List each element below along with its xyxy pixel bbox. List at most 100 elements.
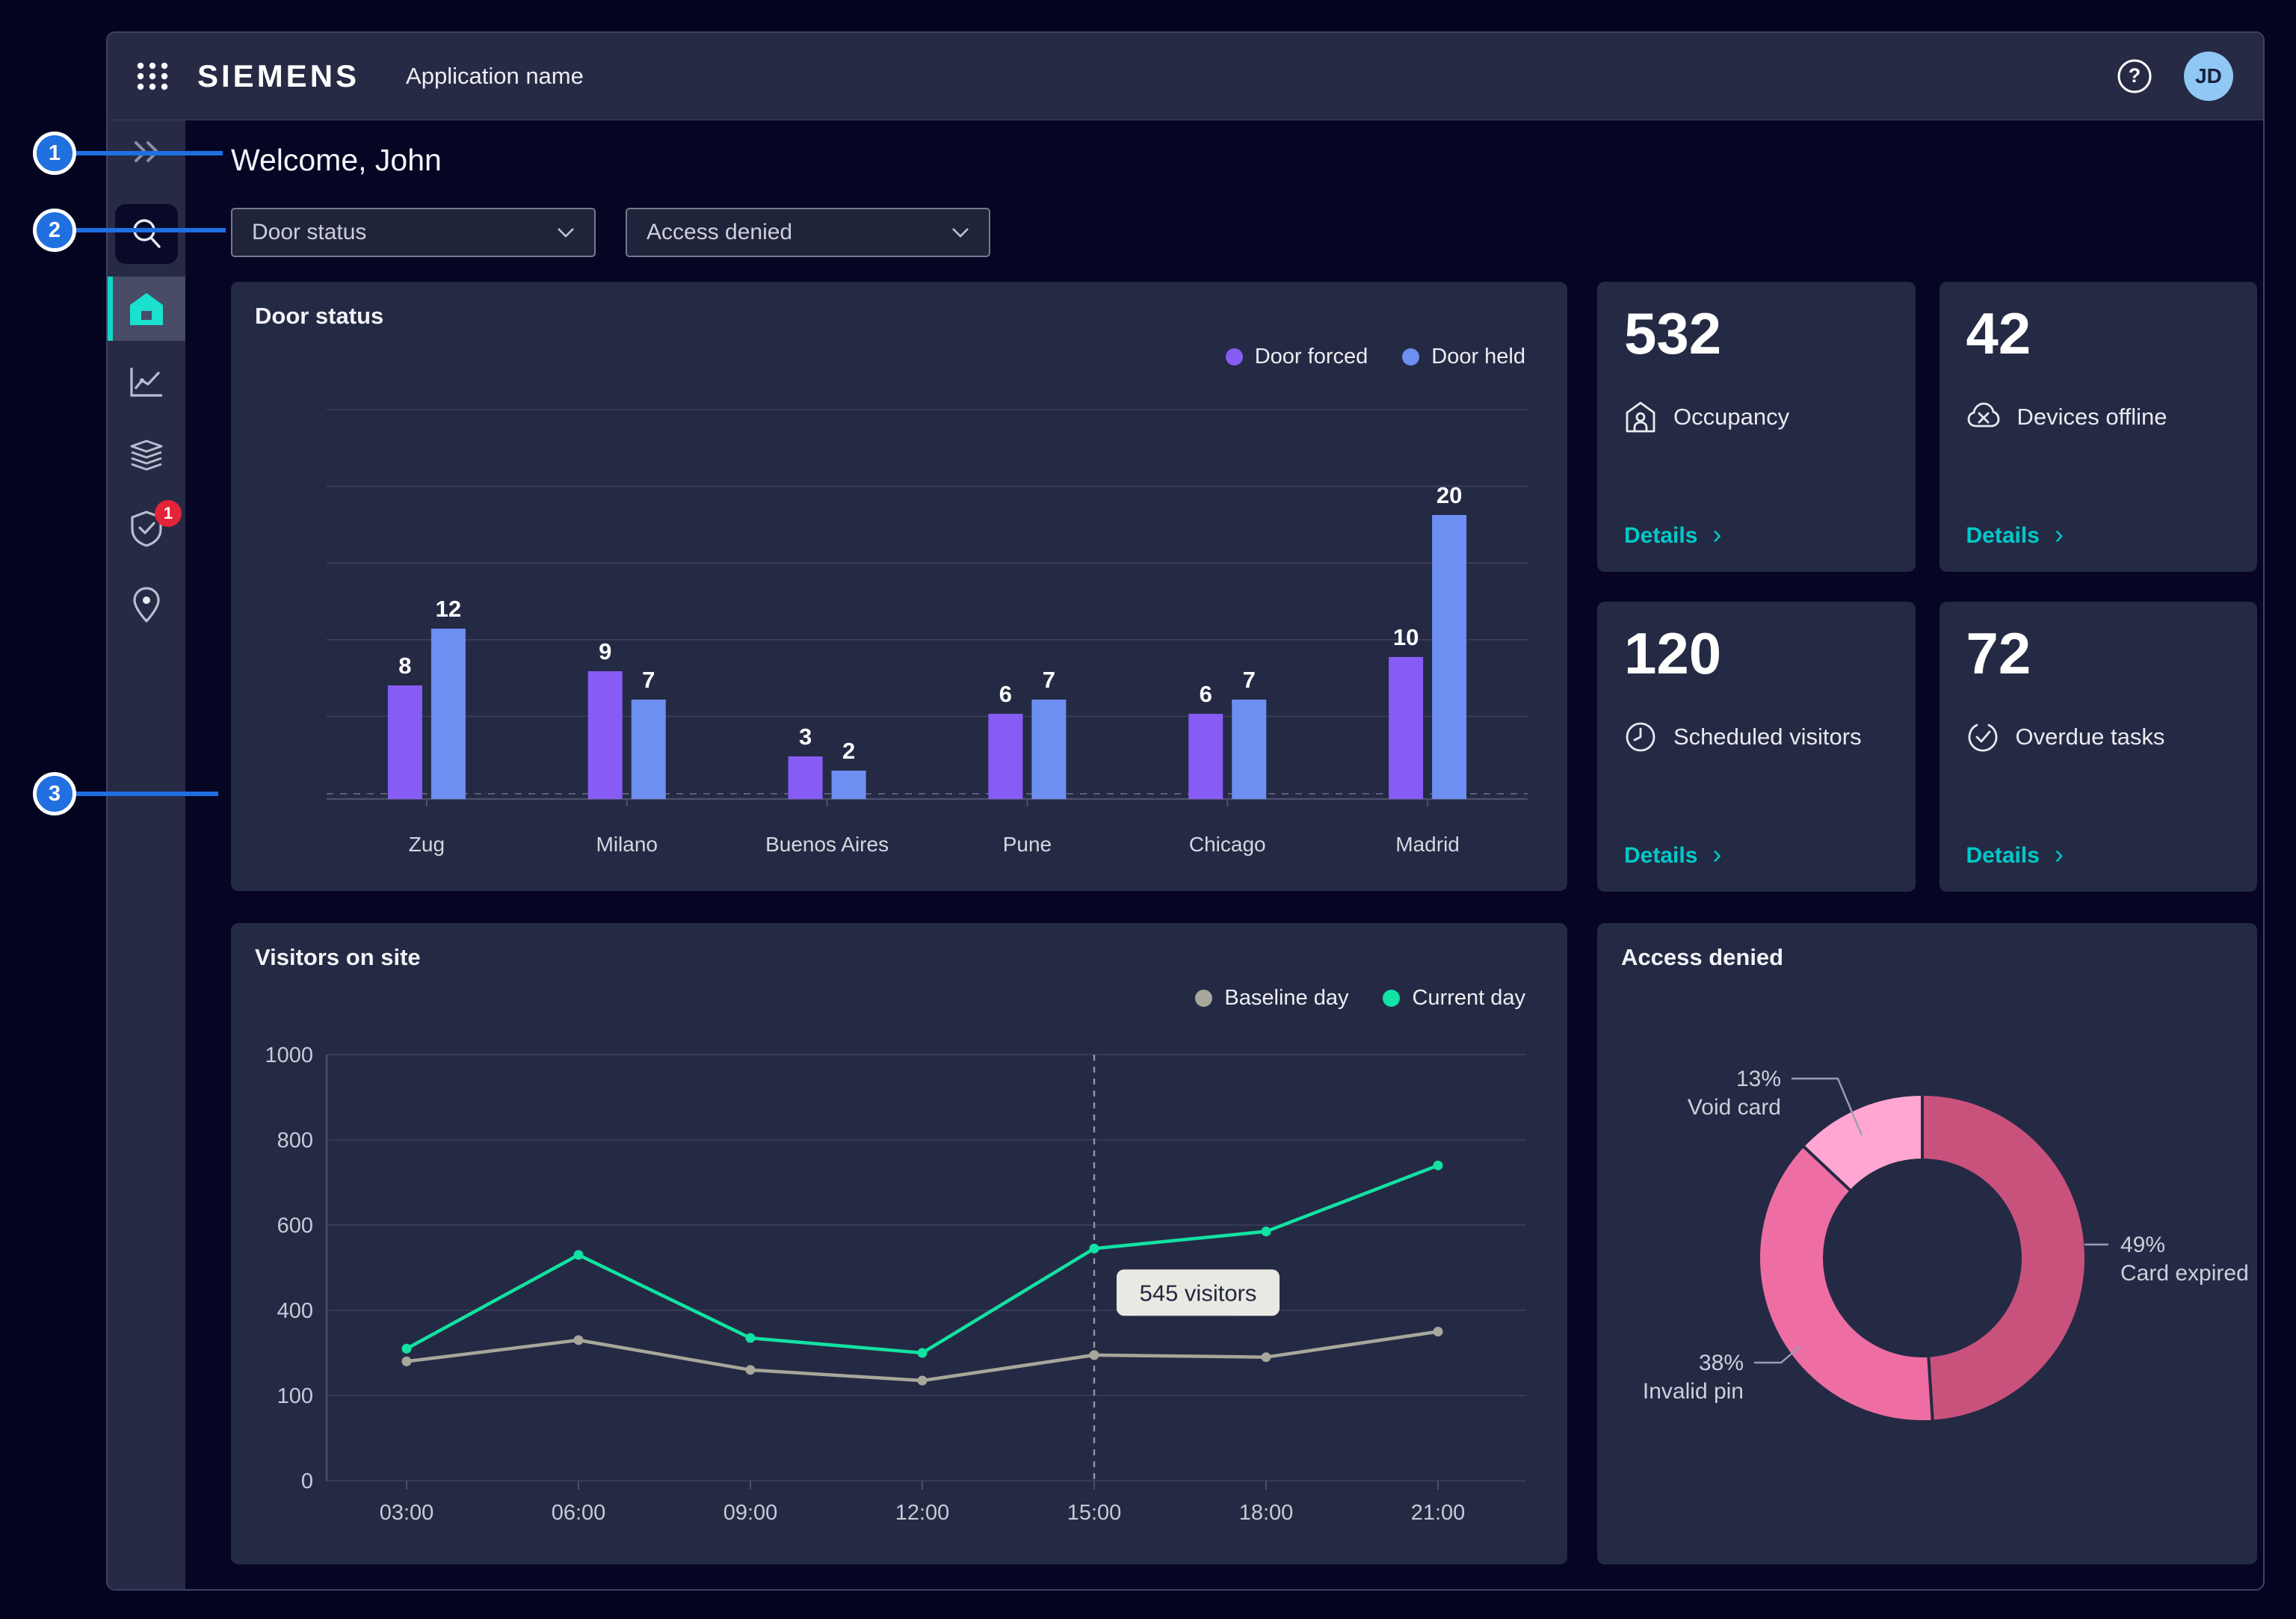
page-title: Welcome, John: [231, 143, 442, 177]
bar-category-label: Madrid: [1395, 833, 1460, 856]
panel-title: Visitors on site: [255, 944, 421, 970]
door-status-bar-chart[interactable]: Zug 8 12 Milano 9 7 Buenos Aires 3 2 Pune 6 7 Chicag…: [231, 282, 1567, 891]
kpi-value: 532: [1624, 300, 1722, 366]
line-chart-legend: Baseline day Current day: [1195, 986, 1525, 1011]
x-axis-tick-label: 21:00: [1411, 1501, 1466, 1525]
bar-value-label: 7: [1243, 667, 1256, 693]
donut-slice-invalid-pin[interactable]: [1757, 1144, 1934, 1423]
bar-door-held[interactable]: [1232, 700, 1267, 799]
legend-dot-icon: [1402, 348, 1420, 366]
kpi-label: Scheduled visitors: [1673, 724, 1862, 750]
bar-value-label: 7: [642, 667, 655, 693]
legend-item[interactable]: Door held: [1402, 345, 1525, 369]
x-axis-tick-label: 18:00: [1239, 1501, 1294, 1525]
annotation-callout-2: 2: [33, 209, 226, 252]
x-axis-tick-label: 12:00: [895, 1501, 950, 1525]
bar-value-label: 2: [842, 738, 855, 764]
access-denied-panel: Access denied 49% Card expired 38% Invalid …: [1597, 923, 2257, 1564]
sidebar-item-security[interactable]: 1: [120, 500, 182, 547]
legend-item[interactable]: Baseline day: [1195, 986, 1348, 1011]
map-pin-icon: [133, 587, 160, 623]
donut-slice-percentage: 49%: [2120, 1233, 2165, 1257]
details-link[interactable]: Details: [1966, 522, 2064, 549]
bar-value-label: 7: [1043, 667, 1055, 693]
bar-door-forced[interactable]: [1188, 714, 1223, 799]
bar-value-label: 6: [999, 681, 1012, 707]
filter-selected-value: Door status: [252, 220, 367, 244]
sidebar-item-home[interactable]: [108, 277, 185, 341]
kpi-label: Overdue tasks: [2015, 724, 2165, 750]
donut-slice-label: Invalid pin: [1643, 1379, 1744, 1404]
bar-door-forced[interactable]: [1389, 657, 1424, 799]
kpi-card-devices-offline: 42 Devices offline Details: [1939, 282, 2257, 572]
filter-select-access-denied[interactable]: Access denied: [626, 208, 990, 257]
filter-select-door-status[interactable]: Door status: [231, 208, 596, 257]
details-link[interactable]: Details: [1966, 842, 2064, 869]
kpi-card-scheduled-visitors: 120 Scheduled visitors Details: [1597, 602, 1916, 892]
details-link[interactable]: Details: [1624, 842, 1721, 869]
details-link[interactable]: Details: [1624, 522, 1721, 549]
user-avatar[interactable]: JD: [2184, 52, 2233, 101]
filter-row: Door status Access denied: [231, 208, 2256, 257]
occupancy-icon: [1626, 401, 1655, 433]
donut-slice-card-expired[interactable]: [1921, 1092, 2088, 1423]
callout-leader-line: [76, 151, 223, 155]
device-offline-icon: [1967, 402, 1999, 428]
y-axis-tick-label: 600: [277, 1214, 313, 1238]
donut-slice-label: Card expired: [2120, 1261, 2249, 1286]
y-axis-tick-label: 100: [277, 1384, 313, 1408]
legend-item[interactable]: Current day: [1383, 986, 1525, 1011]
siemens-logo: SIEMENS: [197, 58, 360, 93]
sidebar-item-locations[interactable]: [120, 587, 173, 623]
bar-category-label: Milano: [596, 833, 658, 856]
x-axis-tick-label: 06:00: [552, 1501, 606, 1525]
y-axis-tick-label: 400: [277, 1299, 313, 1323]
bar-value-label: 9: [599, 638, 611, 664]
y-axis-tick-label: 1000: [265, 1043, 313, 1067]
bar-chart-legend: Door forced Door held: [1225, 345, 1525, 369]
bar-category-label: Zug: [409, 833, 445, 856]
app-launcher-button[interactable]: [133, 57, 172, 96]
legend-dot-icon: [1383, 990, 1401, 1007]
legend-item[interactable]: Door forced: [1225, 345, 1368, 369]
layers-icon: [130, 440, 163, 471]
chevron-down-icon: [952, 228, 969, 238]
bar-door-forced[interactable]: [988, 714, 1023, 799]
bar-value-label: 12: [436, 596, 461, 622]
sidebar: 1: [108, 120, 185, 1589]
callout-leader-line: [76, 228, 226, 232]
x-axis-tick-label: 09:00: [723, 1501, 778, 1525]
kpi-value: 42: [1966, 300, 2031, 366]
annotation-callout-3: 3: [33, 772, 218, 815]
bar-door-held[interactable]: [430, 629, 466, 799]
app-header: SIEMENS Application name ? JD: [108, 33, 2263, 120]
bar-category-label: Pune: [1003, 833, 1052, 856]
bar-door-forced[interactable]: [587, 671, 623, 799]
bar-door-held[interactable]: [631, 700, 666, 799]
bar-category-label: Buenos Aires: [765, 833, 889, 856]
callout-leader-line: [76, 792, 218, 796]
donut-slice-void-card[interactable]: [1800, 1092, 1924, 1194]
legend-label: Baseline day: [1224, 986, 1349, 1010]
legend-dot-icon: [1195, 990, 1213, 1007]
help-button[interactable]: ?: [2115, 57, 2154, 96]
bar-door-held[interactable]: [1432, 515, 1467, 799]
sidebar-item-analytics[interactable]: [120, 364, 173, 400]
bar-door-forced[interactable]: [387, 685, 422, 799]
sidebar-item-layers[interactable]: [120, 437, 173, 473]
clock-icon: [1626, 722, 1655, 752]
bar-door-held[interactable]: [1031, 700, 1067, 799]
legend-label: Current day: [1412, 986, 1525, 1010]
panel-title: Door status: [255, 303, 384, 329]
bar-door-forced[interactable]: [788, 756, 823, 799]
notification-badge: 1: [155, 500, 182, 527]
bar-door-held[interactable]: [831, 771, 866, 799]
donut-slice-label: Void card: [1688, 1095, 1781, 1120]
line-series-current-day[interactable]: [404, 1163, 1440, 1355]
sidebar-item-search[interactable]: [115, 204, 178, 264]
grid-dots-icon: [137, 62, 168, 90]
access-denied-donut-chart[interactable]: 49% Card expired 38% Invalid pin 13% Void car…: [1597, 923, 2257, 1564]
bar-value-label: 20: [1436, 482, 1462, 508]
bar-value-label: 3: [799, 724, 812, 750]
